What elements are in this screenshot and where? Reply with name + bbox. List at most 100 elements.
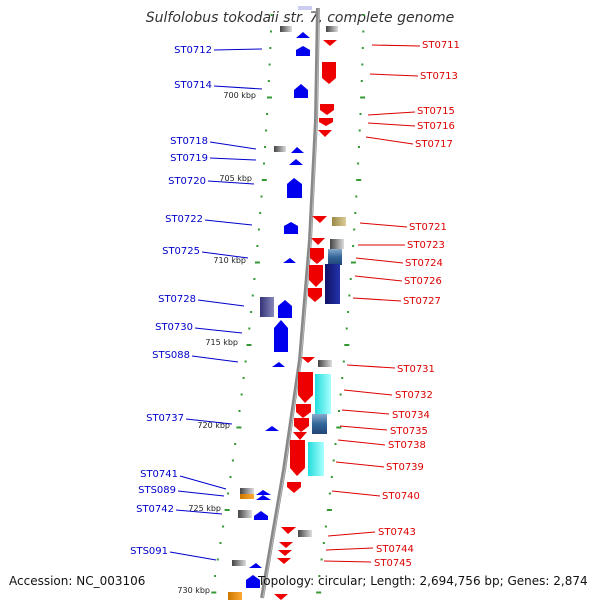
gene-label: ST0717 <box>415 139 453 150</box>
scale-tick <box>214 575 217 577</box>
scale-tick <box>334 443 337 445</box>
scale-tick <box>336 426 342 429</box>
scale-tick <box>354 212 357 214</box>
scale-tick <box>242 377 245 379</box>
gene-label: ST0745 <box>374 558 412 569</box>
gene-feature <box>281 527 296 534</box>
gene-label: ST0741 <box>140 469 178 480</box>
scale-tick <box>362 14 365 16</box>
scale-tick <box>338 410 340 412</box>
reverse-genes <box>274 40 337 600</box>
gene-label: ST0719 <box>170 153 208 164</box>
gene-label: STS089 <box>138 485 176 496</box>
scale-tick <box>251 294 254 297</box>
gene-label: ST0725 <box>162 246 200 257</box>
gene-label: ST0738 <box>388 440 426 451</box>
scale-tick <box>265 129 268 132</box>
gene-label: ST0712 <box>174 45 212 56</box>
gene-feature <box>294 84 308 98</box>
gene-label: ST0722 <box>165 214 203 225</box>
gene-box <box>228 592 242 600</box>
scale-ticks <box>211 14 366 594</box>
scale-tick <box>240 393 243 396</box>
gene-feature <box>278 300 292 318</box>
scale-tick <box>254 261 260 264</box>
gene-box <box>332 217 346 226</box>
scale-tick <box>352 245 355 247</box>
scale-tick <box>224 509 230 511</box>
gene-label: ST0727 <box>403 296 441 307</box>
scale-tick <box>253 278 256 280</box>
scale-tick <box>267 80 270 82</box>
scale-tick <box>339 393 342 396</box>
scale-tick <box>259 212 262 214</box>
gene-label: ST0739 <box>386 462 424 473</box>
scale-tick <box>219 542 222 544</box>
gene-feature <box>277 558 291 564</box>
gene-feature <box>312 216 327 223</box>
gene-feature <box>293 432 307 440</box>
scale-tick <box>344 344 350 346</box>
scale-tick <box>326 509 332 511</box>
scale-tick <box>261 179 267 181</box>
gene-box <box>308 442 324 476</box>
gene-feature <box>320 104 334 115</box>
scale-tick <box>316 591 322 594</box>
gene-feature <box>319 118 333 126</box>
gene-box <box>326 26 338 32</box>
gene-label: ST0732 <box>395 390 433 401</box>
scale-tick <box>236 426 242 429</box>
gene-box <box>260 297 274 317</box>
scale-tick <box>227 492 230 495</box>
gene-label: ST0715 <box>417 106 455 117</box>
scale-tick <box>341 377 344 379</box>
backbone-line <box>260 7 320 599</box>
scale-tick <box>360 96 366 99</box>
scale-tick <box>257 228 260 231</box>
scale-tick <box>357 162 360 165</box>
map-title: Sulfolobus tokodaii str. 7, complete gen… <box>146 10 455 26</box>
scale-tick <box>211 591 217 594</box>
scale-label: 720 kbp <box>197 421 230 430</box>
scale-tick <box>356 179 362 181</box>
scale-label: 715 kbp <box>205 338 238 347</box>
gene-feature <box>308 288 322 302</box>
right-gene-labels: ST0711 ST0713 ST0715 ST0716 ST0717 ST072… <box>323 40 460 569</box>
scale-tick <box>355 195 358 198</box>
gene-feature <box>246 575 260 588</box>
gene-feature <box>272 362 285 367</box>
gene-feature <box>296 46 310 56</box>
scale-tick <box>330 476 333 478</box>
gene-box <box>240 494 254 499</box>
gene-label: ST0731 <box>397 364 435 375</box>
gene-box <box>312 414 327 434</box>
forward-genes <box>246 6 312 588</box>
gene-feature <box>311 238 325 245</box>
scale-tick <box>246 344 252 346</box>
scale-tick <box>322 542 325 544</box>
gene-box <box>298 530 312 537</box>
gene-label: ST0737 <box>146 413 184 424</box>
gene-label: STS088 <box>152 350 190 361</box>
topology-summary: Topology: circular; Length: 2,694,756 bp… <box>258 574 588 588</box>
gene-feature <box>256 495 271 500</box>
gene-label: ST0730 <box>155 322 193 333</box>
gene-label: ST0720 <box>168 176 206 187</box>
scale-tick <box>263 162 265 165</box>
accession-text: Accession: NC_003106 <box>9 574 146 588</box>
gene-feature <box>289 159 303 165</box>
scale-tick <box>359 113 362 115</box>
scale-tick <box>269 47 272 49</box>
gene-feature <box>265 426 279 431</box>
scale-tick <box>234 443 237 445</box>
scale-tick <box>361 47 364 49</box>
scale-tick <box>350 261 356 264</box>
gene-label: ST0726 <box>404 276 442 287</box>
scale-tick <box>222 525 225 528</box>
gene-feature <box>296 404 311 418</box>
gene-feature <box>298 6 312 10</box>
gene-feature <box>301 357 315 363</box>
gene-box <box>274 146 286 152</box>
gene-feature <box>274 594 288 600</box>
